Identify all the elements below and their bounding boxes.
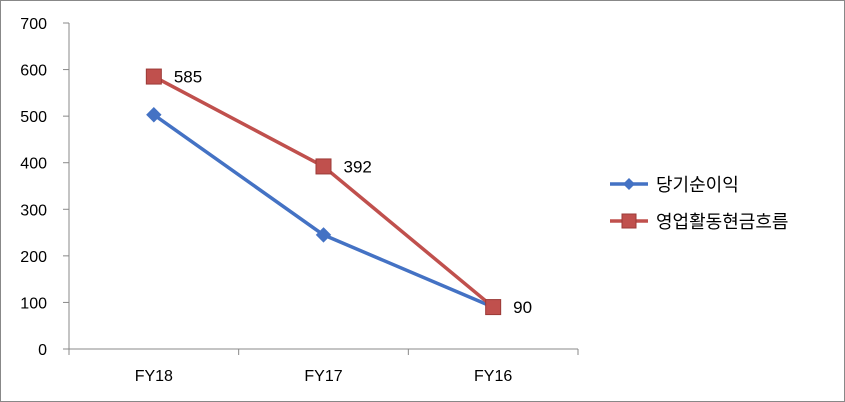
y-tick-label: 200 [20, 249, 47, 266]
y-tick-label: 400 [20, 156, 47, 173]
y-tick-label: 0 [38, 342, 47, 359]
x-tick-label: FY16 [474, 368, 512, 385]
data-label: 392 [344, 157, 372, 176]
x-tick-label: FY18 [135, 368, 173, 385]
data-point-square [315, 158, 332, 175]
legend-marker-diamond [623, 178, 635, 190]
legend-marker-square [621, 213, 637, 229]
data-point-diamond [315, 227, 332, 243]
y-tick-label: 500 [20, 109, 47, 126]
series-layer: 585 392 90 [145, 68, 532, 317]
y-tick-label: 600 [20, 63, 47, 80]
legend-item: 영업활동현금흐름 [610, 212, 788, 233]
data-point-square [485, 299, 502, 316]
legend-label: 당기순이익 [656, 175, 739, 196]
x-tick-label: FY17 [304, 368, 342, 385]
legend-label: 영업활동현금흐름 [656, 212, 788, 233]
legend-item: 당기순이익 [610, 175, 739, 196]
axes: 0 100 200 300 400 500 600 700 FY18 FY17 FY16 [20, 16, 579, 385]
y-tick-label: 300 [20, 202, 47, 219]
series-2: 585 392 90 [145, 68, 532, 317]
data-label: 90 [513, 298, 532, 317]
data-point-diamond [146, 107, 162, 123]
y-tick-label: 700 [20, 16, 47, 33]
data-point-square [145, 68, 162, 85]
y-tick-label: 100 [20, 295, 47, 312]
data-label: 585 [174, 68, 202, 87]
